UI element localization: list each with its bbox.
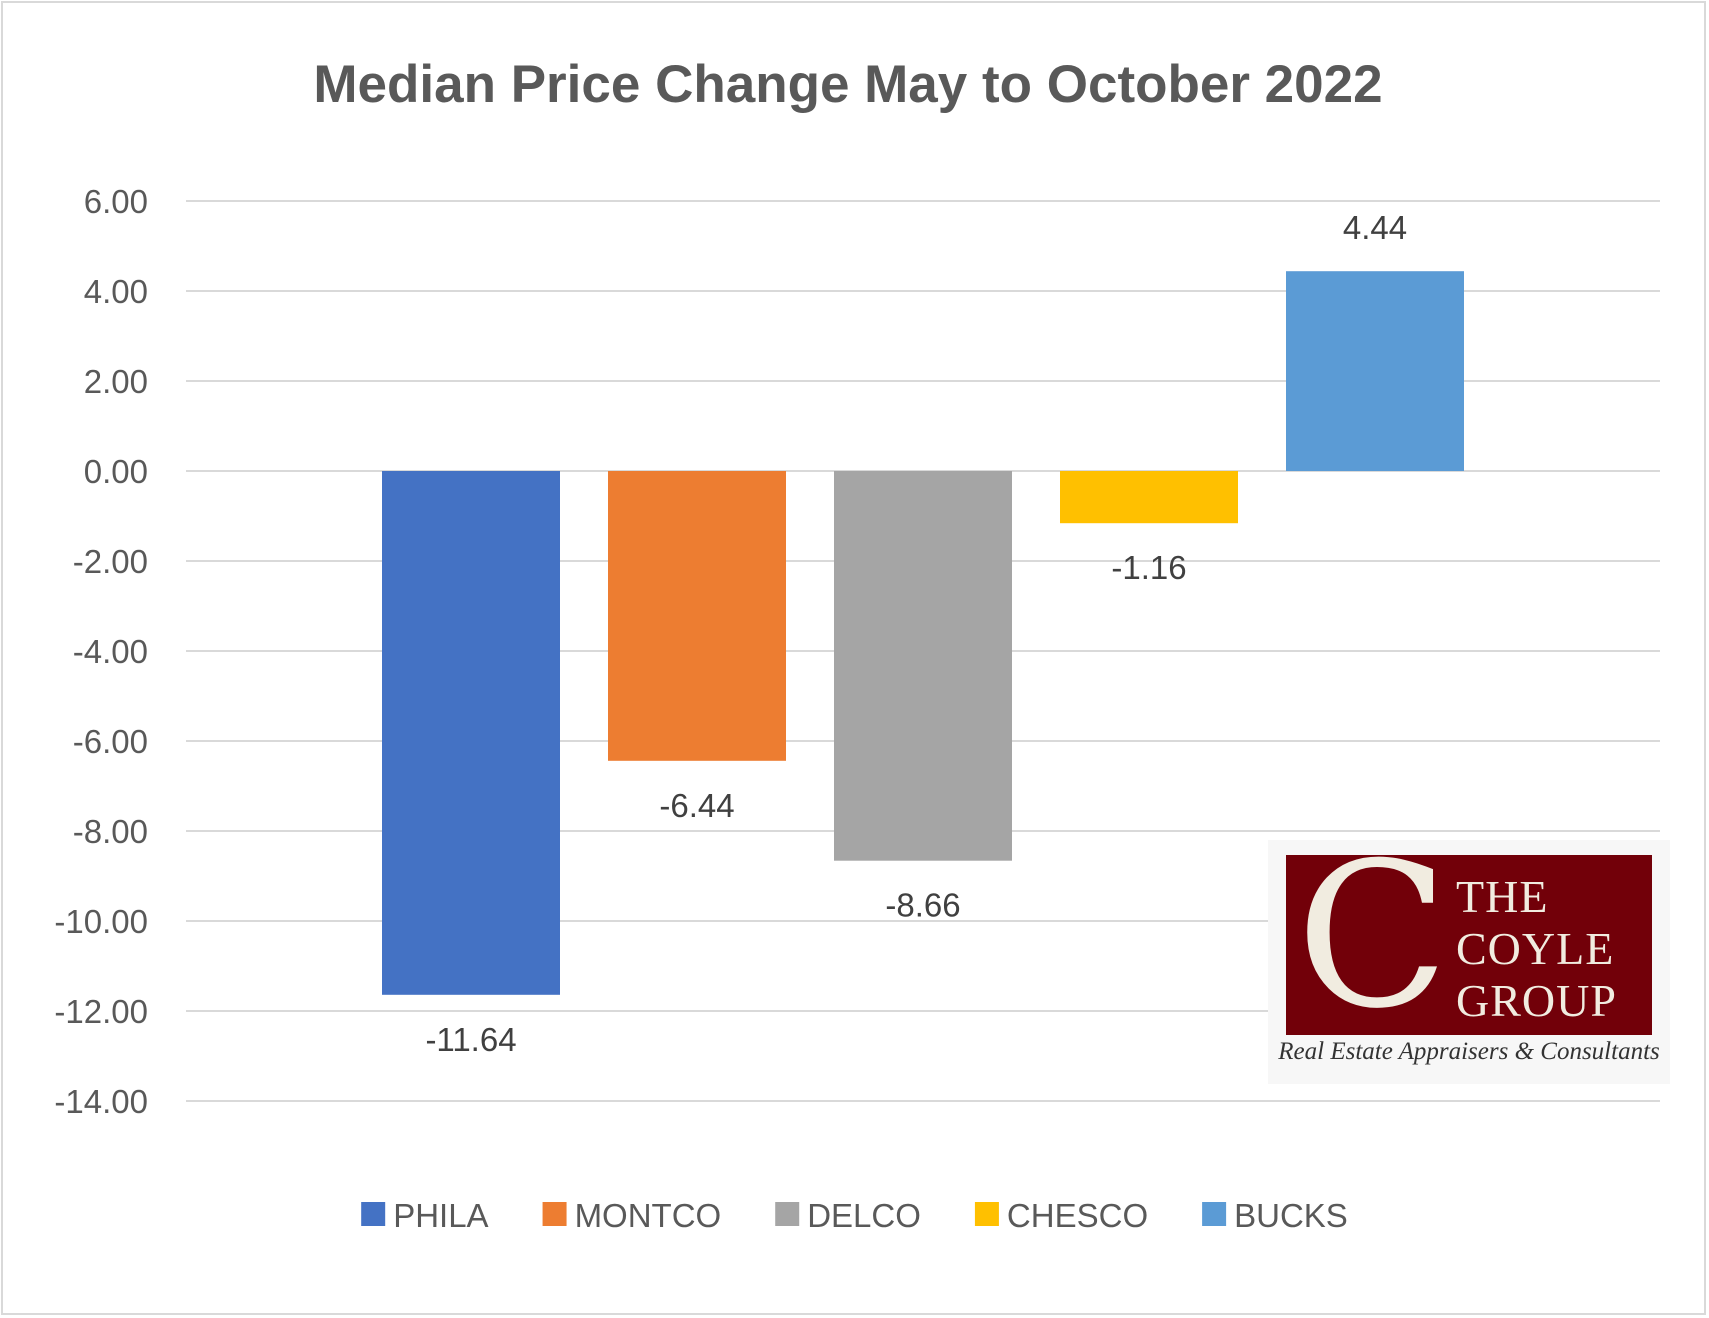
bar-chesco: [1060, 471, 1238, 524]
y-tick-label: 6.00: [84, 183, 148, 220]
legend-swatch-delco: [775, 1202, 800, 1226]
y-axis-ticks: 6.00 4.00 2.00 0.00 -2.00 -4.00 -6.00 -8.00 -10.…: [54, 183, 148, 1120]
y-tick-label: 4.00: [84, 273, 148, 310]
y-tick-label: -14.00: [54, 1083, 148, 1120]
logo-word-coyle: COYLE: [1456, 923, 1615, 974]
bar-bucks: [1286, 271, 1464, 471]
y-tick-label: 2.00: [84, 363, 148, 400]
y-tick-label: -10.00: [54, 903, 148, 940]
legend-swatch-chesco: [974, 1202, 999, 1226]
legend: PHILA MONTCO DELCO CHESCO BUCKS: [361, 1197, 1348, 1234]
legend-label-phila: PHILA: [393, 1197, 488, 1234]
data-label-bucks: 4.44: [1343, 209, 1407, 246]
legend-swatch-bucks: [1202, 1202, 1227, 1226]
logo-word-the: THE: [1456, 871, 1549, 922]
data-label-chesco: -1.16: [1111, 549, 1186, 586]
data-label-phila: -11.64: [425, 1021, 516, 1058]
y-tick-label: -8.00: [73, 813, 148, 850]
y-tick-label: -6.00: [73, 723, 148, 760]
logo-word-group: GROUP: [1456, 975, 1617, 1026]
logo-tagline: Real Estate Appraisers & Consultants: [1278, 1038, 1660, 1065]
data-label-montco: -6.44: [659, 787, 734, 824]
bar-delco: [834, 471, 1012, 861]
logo-initial: C: [1296, 820, 1450, 1053]
company-logo: C THE COYLE GROUP Real Estate Appraisers…: [1268, 837, 1670, 1084]
y-tick-label: 0.00: [84, 453, 148, 490]
y-tick-label: -2.00: [73, 543, 148, 580]
legend-swatch-phila: [361, 1202, 386, 1226]
data-labels: -11.64 -6.44 -8.66 -1.16 4.44: [425, 209, 1407, 1058]
legend-label-delco: DELCO: [807, 1197, 921, 1234]
logo-box: C THE COYLE GROUP: [1286, 837, 1652, 1037]
y-tick-label: -12.00: [54, 993, 148, 1030]
bars: [382, 271, 1464, 995]
legend-swatch-montco: [542, 1202, 567, 1226]
chart-title: Median Price Change May to October 2022: [313, 55, 1382, 114]
bar-montco: [608, 471, 786, 761]
legend-label-bucks: BUCKS: [1234, 1197, 1348, 1234]
legend-label-montco: MONTCO: [575, 1197, 722, 1234]
legend-label-chesco: CHESCO: [1007, 1197, 1148, 1234]
y-tick-label: -4.00: [73, 633, 148, 670]
bar-phila: [382, 471, 560, 995]
data-label-delco: -8.66: [885, 887, 960, 924]
logo-words: THE COYLE GROUP: [1456, 871, 1617, 1027]
